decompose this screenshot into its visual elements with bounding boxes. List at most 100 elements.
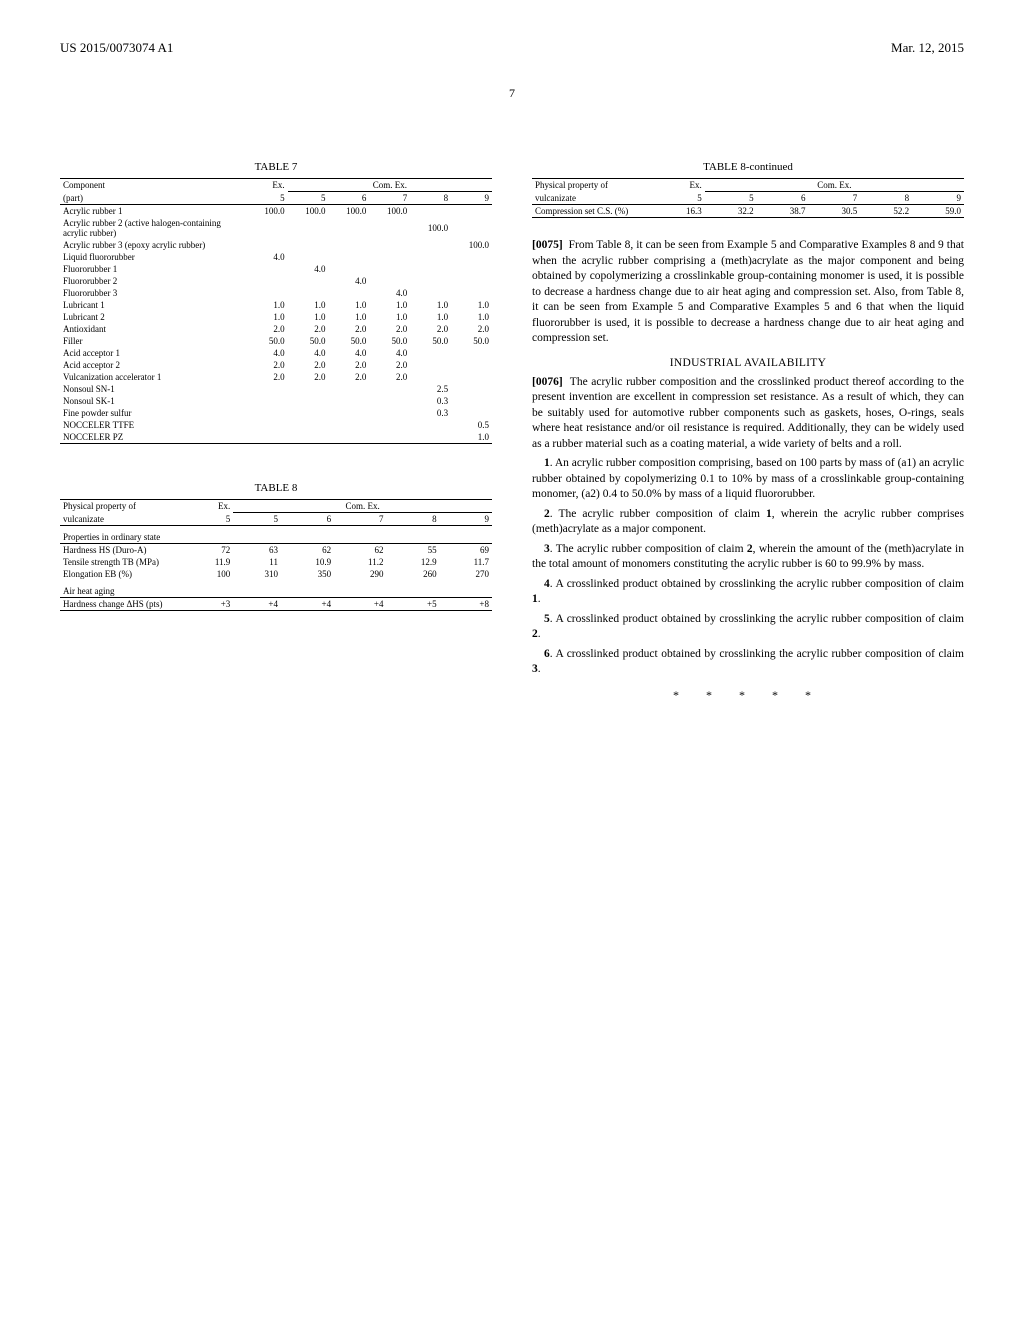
sub-header: 8 [410,192,451,205]
cell-value: 59.0 [912,205,964,218]
cell-value: +4 [281,598,334,611]
cell-value [288,431,329,443]
claim-ref: 3 [532,663,538,675]
table-7-body: Component Ex. Com. Ex. (part) 5 5 6 7 8 … [60,179,492,443]
cell-value [369,251,410,263]
cell-value: 100.0 [247,205,288,218]
row-label: Acid acceptor 2 [60,359,247,371]
claim-text: . The acrylic rubber composition of clai… [550,543,747,555]
cell-value: +8 [440,598,492,611]
cell-value: 50.0 [410,335,451,347]
sub-header: 7 [369,192,410,205]
row-label: Fluororubber 1 [60,263,247,275]
cell-value: 62 [281,544,334,557]
col-header: Com. Ex. [288,179,492,192]
cell-value [288,419,329,431]
cell-value: 0.3 [410,395,451,407]
sub-header: 9 [440,513,492,526]
claim-ref: 2 [532,628,538,640]
cell-value [369,407,410,419]
cell-value: +4 [233,598,281,611]
row-label: Acid acceptor 1 [60,347,247,359]
cell-value [329,263,370,275]
claim-1: 1. An acrylic rubber composition compris… [532,456,964,503]
cell-value [410,287,451,299]
cell-value: 1.0 [451,299,492,311]
cell-value: 100.0 [329,205,370,218]
row-label: Acrylic rubber 2 (active halogen-contain… [60,217,247,239]
row-label: Fluororubber 2 [60,275,247,287]
cell-value [288,239,329,251]
col-header: Ex. [181,500,233,513]
cell-value: 4.0 [369,287,410,299]
cell-value: 69 [440,544,492,557]
row-label: Elongation EB (%) [60,568,181,580]
cell-value: 2.0 [288,323,329,335]
cell-value [288,251,329,263]
row-label: Acrylic rubber 3 (epoxy acrylic rubber) [60,239,247,251]
row-label: Vulcanization accelerator 1 [60,371,247,383]
row-label: Hardness HS (Duro-A) [60,544,181,557]
row-label: Nonsoul SN-1 [60,383,247,395]
cell-value: 270 [440,568,492,580]
industrial-availability-heading: INDUSTRIAL AVAILABILITY [532,357,964,369]
cell-value [369,419,410,431]
cell-value: 100.0 [451,239,492,251]
cell-value: 50.0 [329,335,370,347]
claim-4: 4. A crosslinked product obtained by cro… [532,577,964,608]
cell-value [288,287,329,299]
cell-value [451,205,492,218]
cell-value: 11.2 [334,556,386,568]
table-8-body: Physical property of Ex. Com. Ex. vulcan… [60,500,492,610]
cell-value [451,263,492,275]
cell-value [451,371,492,383]
left-column: TABLE 7 Component Ex. Com. Ex. (part) 5 … [60,151,492,703]
cell-value: 290 [334,568,386,580]
cell-value: 2.0 [288,359,329,371]
cell-value [329,407,370,419]
cell-value: 32.2 [705,205,757,218]
row-label: Nonsoul SK-1 [60,395,247,407]
claim-6: 6. A crosslinked product obtained by cro… [532,647,964,678]
cell-value [247,395,288,407]
cell-value: 1.0 [369,311,410,323]
cell-value [369,217,410,239]
section-label: Air heat aging [60,580,492,598]
col-header: Com. Ex. [705,179,964,192]
patent-number: US 2015/0073074 A1 [60,40,173,56]
cell-value [451,395,492,407]
cell-value [451,287,492,299]
cell-value: 4.0 [288,263,329,275]
table-8-cont-body: Physical property of Ex. Com. Ex. vulcan… [532,179,964,217]
cell-value: 4.0 [369,347,410,359]
cell-value [329,217,370,239]
sub-header: (part) [60,192,247,205]
two-column-layout: TABLE 7 Component Ex. Com. Ex. (part) 5 … [60,151,964,703]
col-header: Component [60,179,247,192]
sub-header: 5 [653,192,705,205]
cell-value: 55 [386,544,439,557]
paragraph-75: [0075] From Table 8, it can be seen from… [532,238,964,347]
col-header: Ex. [653,179,705,192]
cell-value: 1.0 [451,311,492,323]
cell-value [247,263,288,275]
cell-value: 4.0 [329,347,370,359]
cell-value [247,431,288,443]
sub-header: 7 [334,513,386,526]
row-label: Antioxidant [60,323,247,335]
cell-value [247,217,288,239]
publication-date: Mar. 12, 2015 [891,40,964,56]
claim-3: 3. The acrylic rubber composition of cla… [532,542,964,573]
cell-value [329,431,370,443]
sub-header: 7 [808,192,860,205]
col-header: Com. Ex. [233,500,492,513]
cell-value [369,275,410,287]
table-7-title: TABLE 7 [60,161,492,173]
cell-value: 2.0 [247,323,288,335]
cell-value [451,383,492,395]
cell-value [451,217,492,239]
cell-value [369,263,410,275]
cell-value: +5 [386,598,439,611]
cell-value [288,407,329,419]
cell-value: 10.9 [281,556,334,568]
